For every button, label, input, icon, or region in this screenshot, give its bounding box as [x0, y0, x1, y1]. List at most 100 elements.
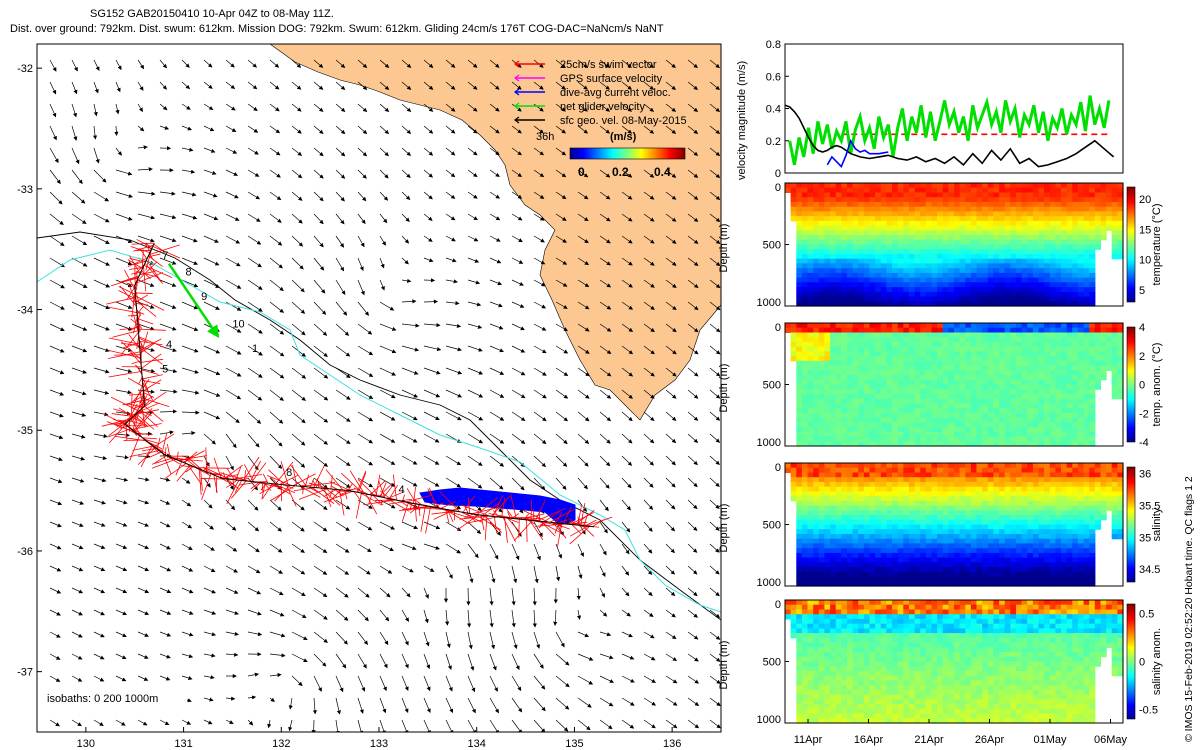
heatmap-cell — [1004, 225, 1011, 231]
heatmap-cell — [841, 538, 848, 544]
heatmap-cell — [796, 235, 803, 241]
heatmap-cell — [875, 197, 882, 203]
heatmap-cell — [824, 365, 831, 371]
sfc-velocity-arrow — [115, 675, 127, 682]
swim-vector — [129, 393, 144, 396]
heatmap-cell — [869, 567, 876, 573]
heatmap-cell — [937, 327, 944, 333]
heatmap-cell — [830, 239, 837, 246]
heatmap-cell — [1077, 394, 1085, 400]
heatmap-cell — [1066, 356, 1073, 362]
heatmap-cell — [841, 360, 848, 367]
heatmap-cell — [813, 431, 820, 438]
sfc-velocity-arrow — [291, 323, 306, 336]
heatmap-cell — [970, 441, 978, 447]
heatmap-cell — [785, 187, 792, 193]
sfc-velocity-arrow — [621, 389, 633, 399]
heatmap-cell — [948, 384, 955, 390]
heatmap-cell — [965, 206, 972, 212]
heatmap-cell — [892, 412, 899, 419]
heatmap-cell — [1094, 220, 1101, 227]
heatmap-cell — [869, 557, 876, 563]
heatmap-cell — [965, 412, 972, 419]
heatmap-cell — [897, 500, 904, 507]
heatmap-cell — [1038, 422, 1045, 428]
heatmap-cell — [970, 244, 978, 250]
heatmap-cell — [886, 463, 893, 469]
swim-vector — [506, 508, 514, 519]
sfc-velocity-arrow — [335, 191, 345, 202]
heatmap-cell — [818, 491, 825, 497]
heatmap-cell — [1027, 422, 1034, 428]
sfc-velocity-arrow — [533, 279, 546, 287]
sfc-velocity-arrow — [577, 235, 589, 244]
heatmap-cell — [1049, 239, 1056, 246]
heatmap-cell — [847, 183, 854, 189]
heatmap-cell — [863, 282, 871, 288]
heatmap-cell — [954, 263, 961, 269]
heatmap-cell — [1072, 384, 1079, 390]
heatmap-cell — [796, 417, 803, 423]
swim-vector — [427, 488, 440, 509]
sfc-velocity-arrow — [357, 147, 368, 157]
heatmap-cell — [1077, 379, 1085, 386]
heatmap-cell — [976, 323, 983, 329]
heatmap-cell — [1016, 187, 1023, 193]
heatmap-cell — [982, 301, 989, 307]
sfc-velocity-arrow — [423, 411, 440, 420]
heatmap-cell — [948, 225, 955, 231]
heatmap-cell — [1083, 258, 1090, 264]
heatmap-cell — [852, 206, 859, 212]
heatmap-cell — [959, 370, 966, 376]
heatmap-cell — [993, 341, 1000, 348]
heatmap-cell — [1016, 277, 1023, 283]
heatmap-cell — [869, 291, 876, 298]
heatmap-cell — [852, 327, 859, 333]
heatmap-cell — [942, 244, 949, 250]
sfc-velocity-arrow — [181, 410, 200, 415]
sfc-velocity-arrow — [577, 125, 589, 134]
heatmap-cell — [858, 412, 865, 419]
heatmap-cell — [835, 323, 842, 329]
heatmap-cell — [886, 571, 893, 578]
sfc-velocity-arrow — [533, 147, 545, 156]
heatmap-cell — [830, 427, 837, 433]
heatmap-cell — [824, 463, 831, 469]
heatmap-cell — [1032, 370, 1040, 376]
heatmap-cell — [1061, 327, 1068, 333]
heatmap-cell — [1077, 206, 1085, 212]
heatmap-cell — [852, 384, 859, 390]
sfc-velocity-arrow — [643, 631, 655, 639]
sfc-velocity-arrow — [577, 653, 594, 661]
sfc-velocity-arrow — [313, 653, 327, 667]
swim-vector — [124, 269, 136, 291]
heatmap-cell — [942, 323, 949, 329]
heatmap-cell — [841, 258, 848, 264]
heatmap-cell — [852, 427, 859, 433]
heatmap-cell — [796, 467, 803, 473]
heatmap-cell — [869, 394, 876, 400]
heatmap-cell — [880, 192, 887, 198]
heatmap-cell — [976, 254, 983, 260]
sfc-velocity-arrow — [555, 345, 569, 354]
heatmap-cell — [914, 197, 921, 203]
heatmap-cell — [858, 510, 865, 516]
swim-vector — [148, 451, 162, 458]
heatmap-cell — [954, 187, 961, 193]
heatmap-cell — [835, 422, 842, 428]
heatmap-cell — [1032, 197, 1040, 203]
sfc-velocity-arrow — [269, 147, 281, 156]
sfc-velocity-arrow — [489, 477, 504, 490]
sfc-velocity-arrow — [643, 609, 654, 617]
heatmap-cell — [1038, 225, 1045, 231]
heatmap-cell — [824, 481, 831, 488]
heatmap-cell — [959, 356, 966, 362]
heatmap-cell — [1004, 277, 1011, 283]
heatmap-cell — [982, 239, 989, 246]
heatmap-cell — [807, 557, 814, 563]
heatmap-cell — [987, 230, 994, 236]
heatmap-cell — [863, 519, 871, 526]
heatmap-cell — [1016, 436, 1023, 442]
